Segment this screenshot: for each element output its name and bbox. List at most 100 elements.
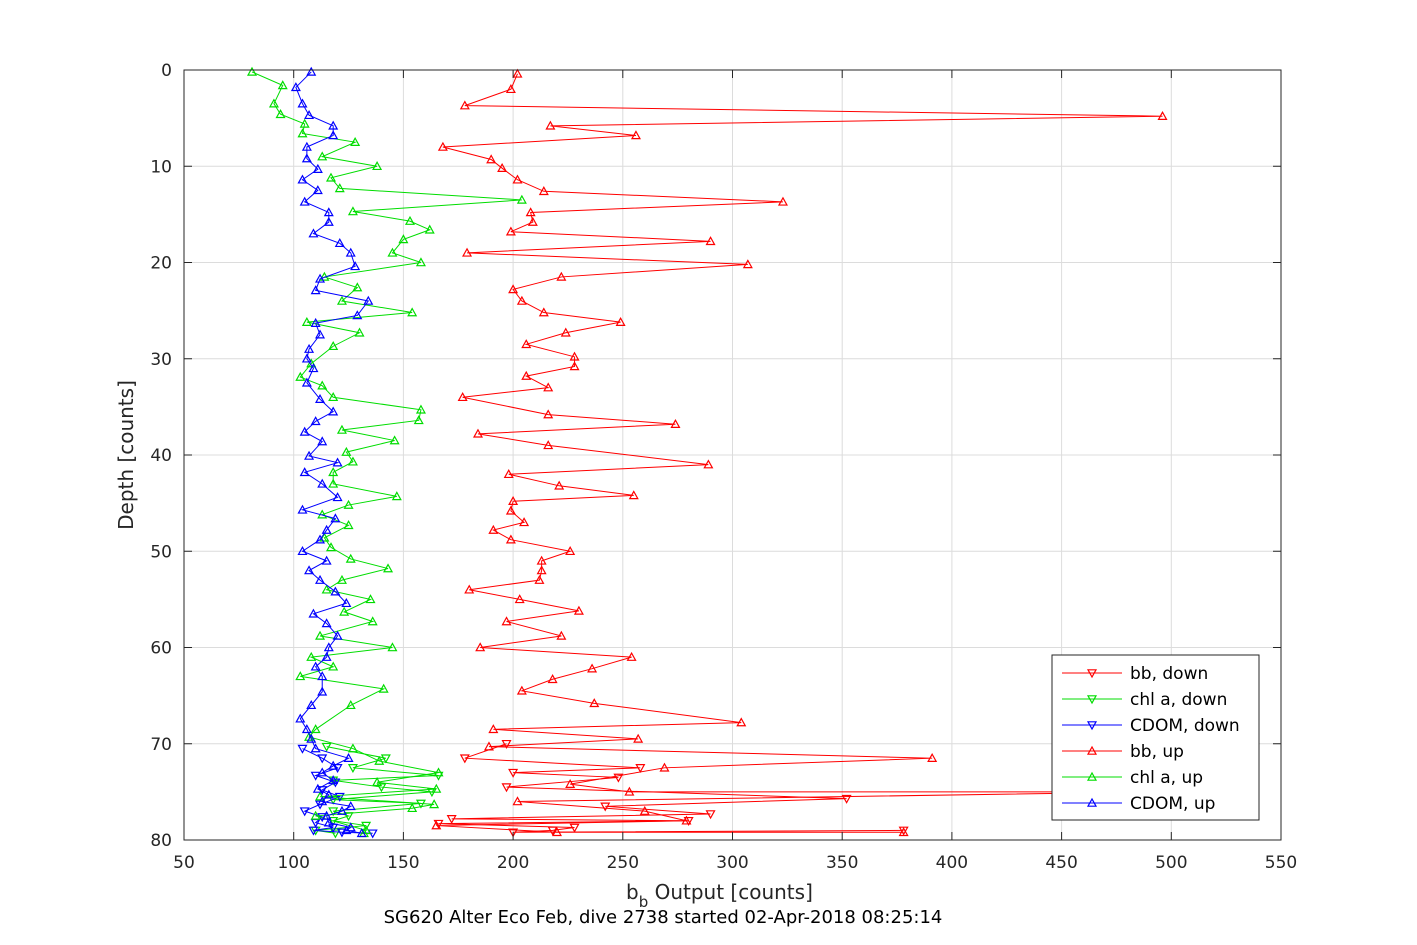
data-point <box>356 828 367 838</box>
data-point <box>321 651 332 661</box>
data-point <box>374 755 385 765</box>
legend-label: chl a, down <box>1130 690 1227 710</box>
data-point <box>343 812 354 822</box>
data-point <box>635 764 646 774</box>
legend-label: chl a, up <box>1130 768 1203 788</box>
data-point <box>569 361 580 371</box>
data-point <box>462 247 473 257</box>
data-point <box>297 546 308 556</box>
y-tick-label: 80 <box>150 831 172 851</box>
data-point <box>569 351 580 361</box>
data-point <box>681 815 692 825</box>
data-point <box>742 259 753 269</box>
data-point <box>703 459 714 469</box>
y-tick-label: 50 <box>150 542 172 562</box>
legend: bb, down chl a, down CDOM, down bb, up chl a… <box>1051 654 1260 821</box>
data-point <box>301 353 312 363</box>
data-point <box>317 796 328 806</box>
data-point <box>927 752 938 762</box>
data-point <box>317 436 328 446</box>
data-point <box>315 574 326 584</box>
data-point <box>347 743 358 753</box>
data-point <box>339 606 350 616</box>
data-point <box>315 791 326 801</box>
data-point <box>378 683 389 693</box>
data-point <box>325 542 337 552</box>
data-point <box>505 534 516 544</box>
data-point <box>246 66 258 76</box>
x-tick-label: 500 <box>1155 853 1187 873</box>
legend-entry-cdom-up: CDOM, up <box>1062 794 1215 814</box>
data-point <box>516 295 527 305</box>
data-point <box>310 285 321 295</box>
data-point <box>317 380 328 390</box>
data-point <box>317 151 328 161</box>
data-point <box>343 499 354 509</box>
data-point <box>589 698 600 708</box>
data-point <box>415 404 426 414</box>
data-point <box>543 382 554 392</box>
data-point <box>299 196 310 206</box>
x-tick-label: 150 <box>387 853 419 873</box>
data-point <box>587 663 598 673</box>
data-point <box>334 183 345 193</box>
data-point <box>501 783 512 793</box>
data-point <box>295 671 306 681</box>
data-point <box>431 783 442 793</box>
data-point <box>525 207 536 217</box>
data-point <box>306 733 317 743</box>
legend-entry-bb-up: bb, up <box>1062 742 1184 762</box>
data-point <box>354 327 365 337</box>
data-point <box>323 642 334 652</box>
data-point <box>615 316 626 326</box>
legend-marker <box>1086 745 1098 755</box>
tick-layer: 50 100 150 200 250 300 350 400 450 500 550 0 10 20 30 4… <box>150 61 1297 873</box>
data-point <box>315 329 326 339</box>
data-point <box>299 426 310 436</box>
data-point <box>328 130 339 140</box>
data-point <box>527 216 538 226</box>
y-tick-label: 10 <box>150 157 172 177</box>
data-point <box>343 752 354 762</box>
data-point <box>325 172 337 182</box>
y-tick-label: 60 <box>150 639 172 659</box>
data-point <box>497 162 508 172</box>
data-point <box>512 68 523 78</box>
data-point <box>387 642 398 652</box>
data-point <box>628 490 639 500</box>
data-point <box>545 120 556 130</box>
series-cdom-up <box>290 66 374 838</box>
data-point <box>297 504 308 514</box>
legend-marker <box>1086 669 1098 679</box>
data-point <box>670 418 681 428</box>
data-point <box>336 424 347 434</box>
data-point <box>332 492 343 502</box>
data-point <box>407 307 418 317</box>
data-point <box>683 816 694 826</box>
legend-entry-chl-a-up: chl a, up <box>1062 768 1203 788</box>
data-point <box>431 820 442 830</box>
x-tick-label: 250 <box>607 853 639 873</box>
data-point <box>321 584 332 594</box>
data-point <box>387 247 398 257</box>
data-point <box>306 358 317 368</box>
data-point <box>376 783 387 793</box>
x-axis-label-main: b <box>626 880 639 904</box>
data-point <box>365 594 376 604</box>
data-point <box>328 760 339 770</box>
series-line <box>436 73 1163 833</box>
data-point <box>363 295 374 305</box>
data-point <box>841 794 852 804</box>
data-point <box>306 651 317 661</box>
data-point <box>332 630 343 640</box>
x-tick-label: 550 <box>1265 853 1297 873</box>
data-point <box>415 257 426 267</box>
data-point <box>277 80 288 90</box>
data-point <box>290 82 301 92</box>
data-point <box>459 754 470 764</box>
x-tick-label: 350 <box>826 853 858 873</box>
data-point <box>330 513 341 523</box>
data-point <box>404 215 416 225</box>
data-point <box>347 206 358 216</box>
data-point <box>736 717 747 727</box>
